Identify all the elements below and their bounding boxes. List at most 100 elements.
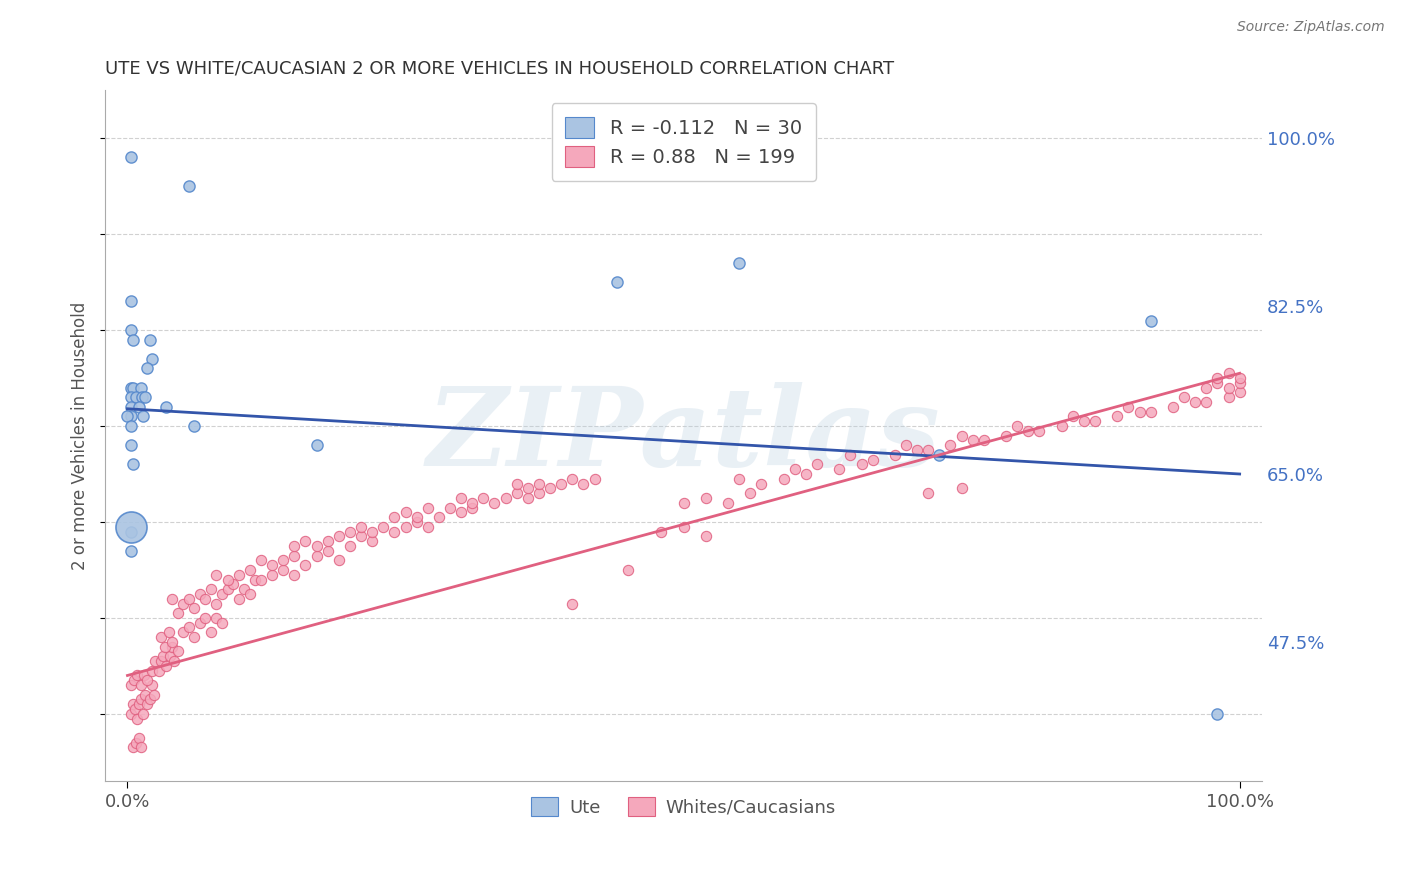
Point — [1206, 376, 1229, 390]
Point — [1218, 390, 1240, 404]
Point — [783, 462, 806, 476]
Point — [1206, 371, 1229, 385]
Point — [305, 549, 328, 563]
Point — [155, 640, 177, 654]
Point — [134, 688, 156, 702]
Point — [1028, 424, 1050, 438]
Point — [120, 520, 142, 534]
Point — [157, 625, 180, 640]
Point — [583, 472, 606, 486]
Point — [271, 553, 294, 567]
Point — [394, 520, 416, 534]
Point — [141, 351, 163, 366]
Point — [461, 496, 484, 510]
Point — [384, 510, 406, 524]
Point — [120, 419, 142, 434]
Point — [1062, 409, 1084, 424]
Point — [794, 467, 817, 481]
Point — [939, 438, 962, 452]
Point — [136, 698, 159, 712]
Point — [905, 443, 928, 458]
Point — [177, 179, 200, 194]
Point — [316, 543, 339, 558]
Point — [672, 520, 695, 534]
Point — [250, 553, 273, 567]
Point — [122, 740, 145, 755]
Point — [120, 409, 142, 424]
Point — [527, 486, 550, 500]
Point — [194, 591, 217, 606]
Point — [294, 558, 316, 573]
Point — [416, 500, 439, 515]
Point — [149, 654, 172, 668]
Point — [439, 500, 461, 515]
Point — [200, 582, 222, 596]
Point — [450, 491, 472, 505]
Point — [1118, 400, 1140, 414]
Point — [160, 635, 183, 649]
Point — [128, 698, 150, 712]
Point — [1195, 395, 1218, 409]
Point — [183, 419, 205, 434]
Point — [450, 505, 472, 519]
Point — [1084, 414, 1107, 428]
Point — [950, 428, 973, 442]
Point — [134, 668, 156, 682]
Point — [239, 563, 262, 577]
Point — [155, 658, 177, 673]
Point — [1139, 404, 1161, 418]
Point — [129, 381, 152, 395]
Text: Source: ZipAtlas.com: Source: ZipAtlas.com — [1237, 20, 1385, 34]
Point — [120, 524, 142, 539]
Point — [305, 539, 328, 553]
Point — [183, 630, 205, 644]
Point — [194, 611, 217, 625]
Point — [1229, 371, 1251, 385]
Point — [160, 591, 183, 606]
Point — [394, 505, 416, 519]
Point — [950, 482, 973, 496]
Point — [138, 333, 160, 347]
Point — [122, 333, 145, 347]
Point — [143, 688, 166, 702]
Point — [328, 553, 350, 567]
Point — [751, 476, 773, 491]
Point — [271, 563, 294, 577]
Point — [188, 615, 211, 630]
Point — [160, 640, 183, 654]
Point — [361, 524, 384, 539]
Point — [828, 462, 851, 476]
Point — [134, 390, 156, 404]
Point — [122, 673, 145, 688]
Point — [222, 577, 245, 591]
Point — [177, 591, 200, 606]
Point — [672, 496, 695, 510]
Point — [205, 597, 228, 611]
Point — [1218, 366, 1240, 380]
Point — [1005, 419, 1028, 434]
Point — [136, 673, 159, 688]
Point — [373, 520, 395, 534]
Point — [120, 381, 142, 395]
Point — [188, 587, 211, 601]
Point — [122, 458, 145, 472]
Point — [917, 443, 939, 458]
Point — [136, 361, 159, 376]
Point — [1017, 424, 1039, 438]
Point — [120, 543, 142, 558]
Point — [1107, 409, 1129, 424]
Point — [695, 491, 717, 505]
Point — [1229, 385, 1251, 400]
Point — [129, 692, 152, 706]
Point — [328, 529, 350, 543]
Point — [200, 625, 222, 640]
Point — [1206, 706, 1229, 721]
Point — [606, 275, 628, 289]
Point — [138, 692, 160, 706]
Point — [260, 567, 283, 582]
Point — [695, 529, 717, 543]
Point — [120, 400, 142, 414]
Point — [305, 438, 328, 452]
Point — [851, 458, 873, 472]
Point — [839, 448, 862, 462]
